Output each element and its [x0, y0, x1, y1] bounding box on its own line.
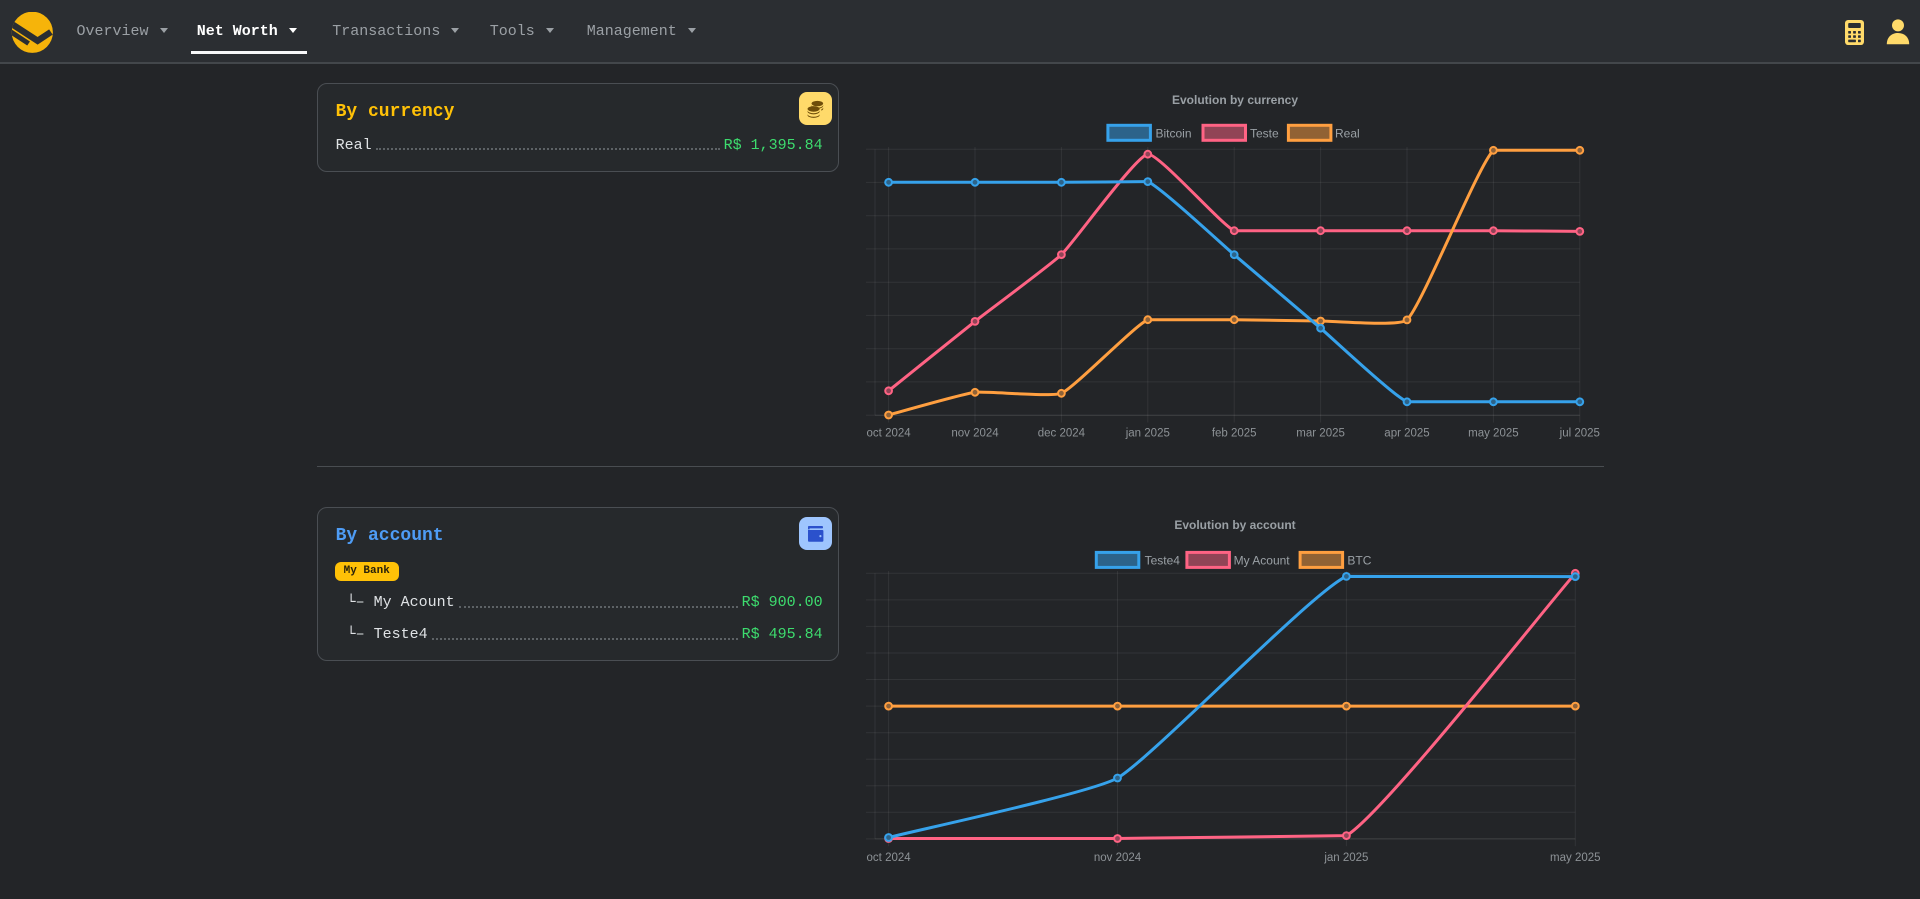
svg-text:Teste4: Teste4	[1145, 553, 1181, 567]
svg-text:mar 2025: mar 2025	[1296, 428, 1345, 440]
svg-text:may 2025: may 2025	[1550, 852, 1601, 864]
svg-text:jul 2025: jul 2025	[1559, 428, 1600, 440]
svg-text:feb 2025: feb 2025	[1212, 428, 1257, 440]
svg-text:Evolution by account: Evolution by account	[1174, 518, 1295, 532]
svg-text:jan 2025: jan 2025	[1125, 428, 1170, 440]
svg-text:nov 2024: nov 2024	[951, 428, 999, 440]
svg-text:oct 2024: oct 2024	[867, 852, 912, 864]
svg-text:jan 2025: jan 2025	[1323, 852, 1368, 864]
svg-text:BTC: BTC	[1347, 553, 1371, 567]
svg-text:Evolution by currency: Evolution by currency	[1172, 93, 1298, 107]
svg-text:apr 2025: apr 2025	[1384, 428, 1429, 440]
svg-text:may 2025: may 2025	[1468, 428, 1519, 440]
svg-text:nov 2024: nov 2024	[1094, 852, 1142, 864]
svg-text:Bitcoin: Bitcoin	[1156, 126, 1192, 140]
svg-text:oct 2024: oct 2024	[867, 428, 912, 440]
svg-text:Teste: Teste	[1250, 126, 1279, 140]
svg-text:Real: Real	[1335, 126, 1360, 140]
svg-text:dec 2024: dec 2024	[1038, 428, 1086, 440]
svg-text:My Acount: My Acount	[1234, 553, 1291, 567]
